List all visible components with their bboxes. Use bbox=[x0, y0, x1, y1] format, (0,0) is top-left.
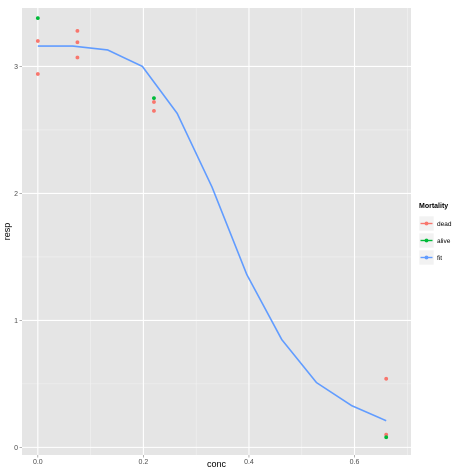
y-tick-label: 3 bbox=[14, 64, 18, 71]
legend: Mortality dead alive fit bbox=[418, 203, 452, 266]
point-dead bbox=[75, 28, 80, 33]
y-tick-label: 1 bbox=[14, 318, 18, 325]
point-dead bbox=[75, 55, 80, 60]
y-tick-label: 0 bbox=[14, 445, 18, 452]
point-alive bbox=[384, 435, 389, 440]
point-dead bbox=[75, 40, 80, 45]
grid bbox=[22, 8, 411, 455]
x-tick-label: 0.4 bbox=[244, 459, 254, 466]
point-dead bbox=[35, 39, 40, 43]
x-tick-label: 0.0 bbox=[33, 459, 43, 466]
x-axis-title: conc bbox=[207, 459, 227, 469]
plot-panel bbox=[22, 8, 411, 455]
point-dead bbox=[35, 72, 40, 76]
legend-key-point bbox=[424, 221, 429, 226]
point-dead bbox=[384, 376, 389, 381]
x-tick-label: 0.6 bbox=[350, 459, 360, 466]
point-dead bbox=[152, 100, 156, 104]
point-alive bbox=[152, 96, 156, 101]
y-axis-title: resp bbox=[2, 223, 12, 241]
axis-ticks: 0.0 0.2 0.4 0.6 0 1 2 3 bbox=[14, 64, 359, 466]
data-marks bbox=[35, 16, 389, 440]
fit-line bbox=[37, 45, 387, 422]
y-tick-label: 2 bbox=[14, 191, 18, 198]
legend-key-point bbox=[424, 255, 429, 260]
legend-key-point bbox=[424, 238, 429, 243]
legend-label-alive: alive bbox=[437, 238, 451, 245]
legend-title: Mortality bbox=[419, 203, 448, 210]
x-tick-label: 0.2 bbox=[139, 459, 149, 466]
legend-label-dead: dead bbox=[437, 221, 452, 228]
point-dead bbox=[152, 108, 156, 113]
legend-label-fit: fit bbox=[437, 255, 442, 262]
point-alive bbox=[35, 16, 40, 21]
